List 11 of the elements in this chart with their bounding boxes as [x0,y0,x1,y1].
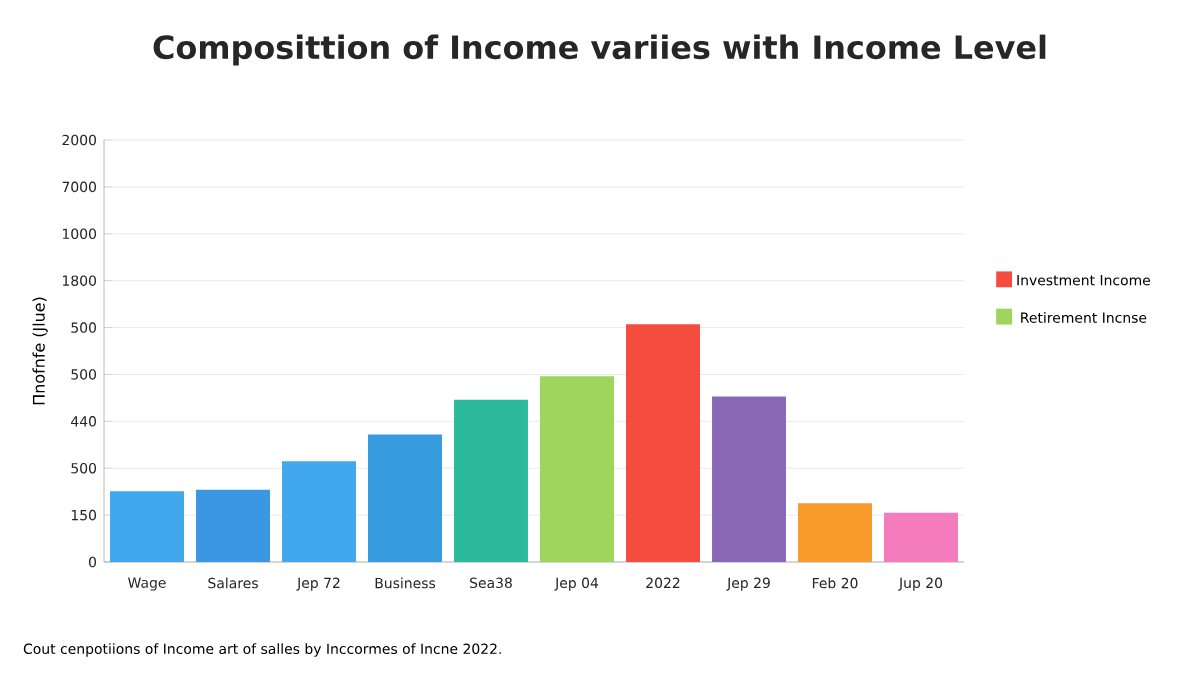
bar [282,461,356,562]
bar [196,489,270,562]
bar [884,512,958,562]
bar [110,491,184,562]
bar [454,399,528,562]
bar [798,503,872,562]
chart-title: Composittion of Income variies with Income Level [153,34,1046,66]
bar [626,324,700,562]
bar [540,376,614,562]
bar [712,396,786,562]
bar [368,434,442,562]
